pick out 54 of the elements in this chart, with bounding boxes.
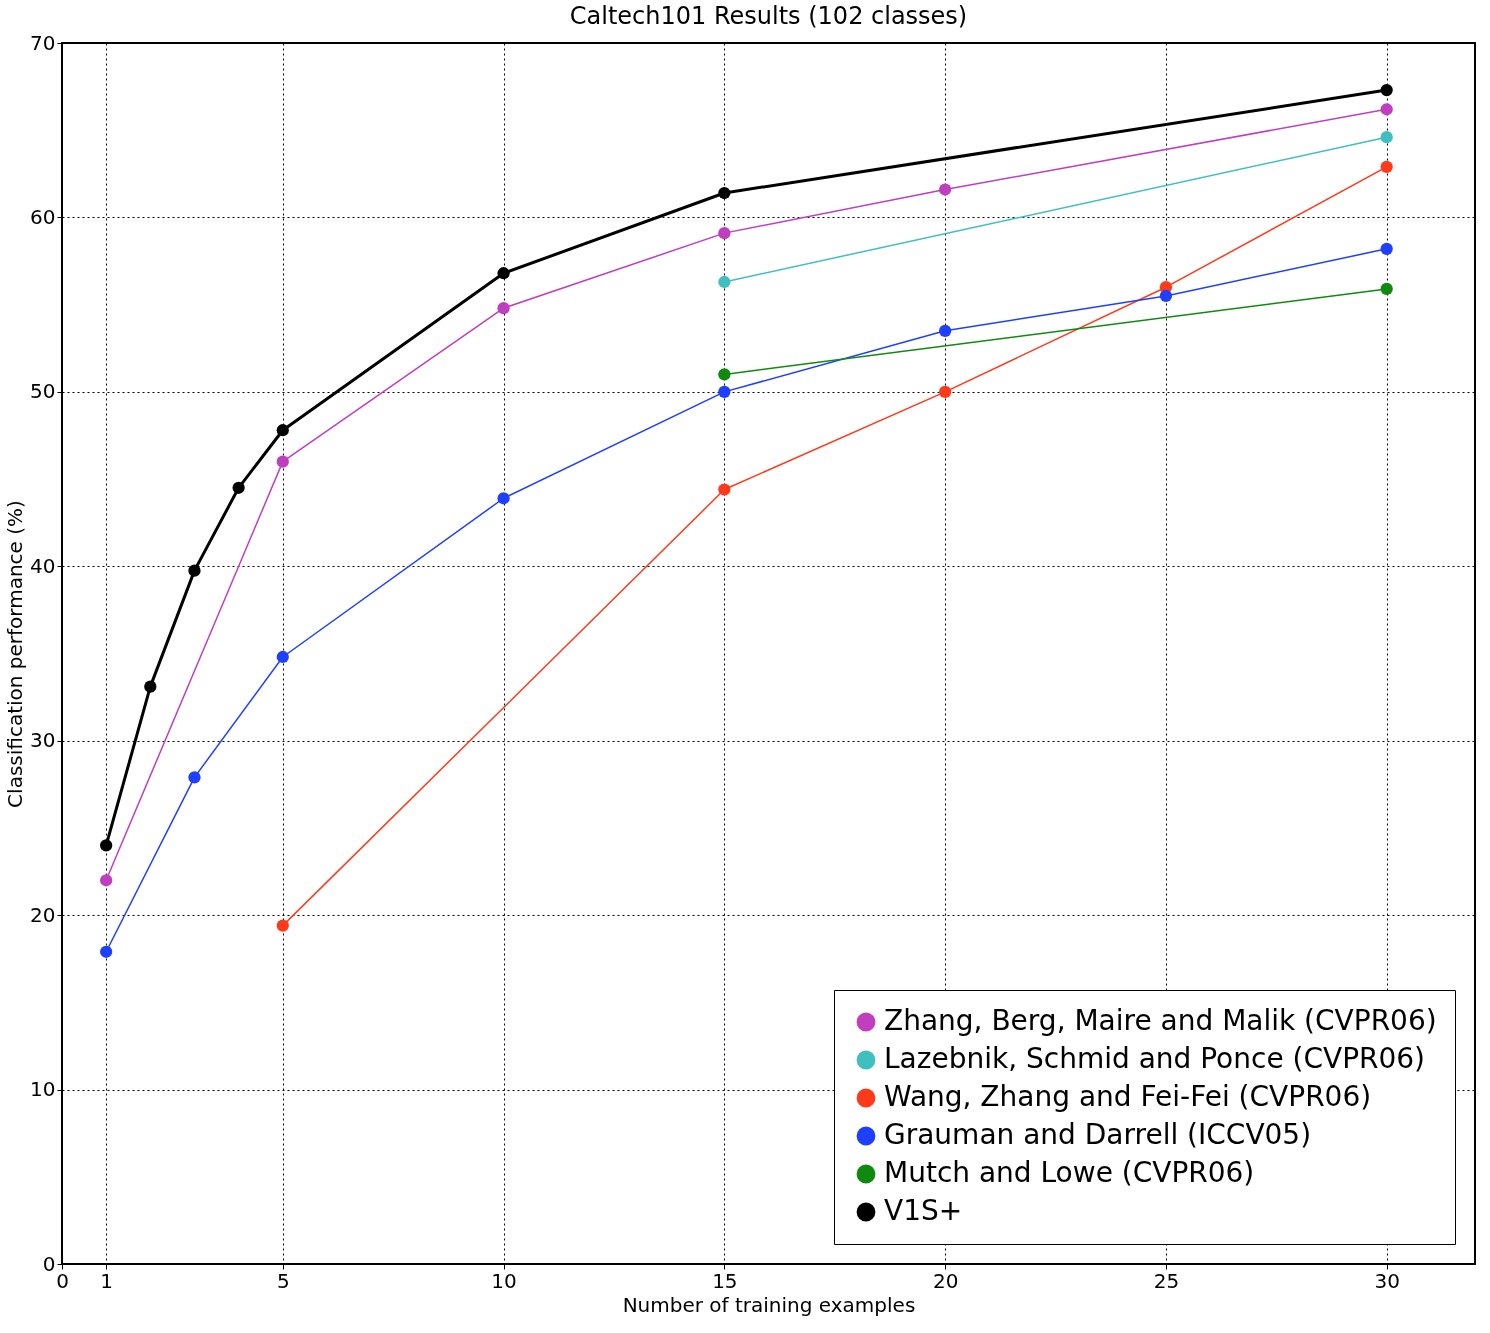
point [1380,103,1393,116]
point [188,771,201,784]
y-tick-label: 40 [30,553,56,578]
point [939,385,952,398]
y-tick-label: 60 [30,204,56,229]
legend-label: Lazebnik, Schmid and Ponce (CVPR06) [884,1042,1426,1075]
y-tick-label: 20 [30,902,56,927]
point [100,945,113,958]
chart-title: Caltech101 Results (102 classes) [569,2,968,30]
y-axis-title: Classification performance (%) [3,500,28,808]
y-tick-label: 30 [30,728,56,753]
point [100,839,113,852]
point [718,368,731,381]
point [718,227,731,240]
legend-label: Zhang, Berg, Maire and Malik (CVPR06) [884,1004,1437,1037]
point [188,564,201,577]
legend-label: Grauman and Darrell (ICCV05) [884,1118,1312,1151]
point [497,492,510,505]
x-tick-label: 20 [932,1268,959,1293]
point [1380,83,1393,97]
point [144,680,157,693]
x-tick-label: 30 [1374,1268,1400,1293]
legend-label: V1S+ [884,1194,963,1227]
point [718,483,731,496]
point [718,275,731,289]
point [276,424,289,437]
x-tick-label: 25 [1153,1268,1180,1293]
point [939,324,952,337]
legend-label: Mutch and Lowe (CVPR06) [884,1156,1255,1189]
x-tick-label: 1 [100,1268,114,1293]
x-axis-title: Number of training examples [622,1292,916,1317]
y-tick-label: 0 [42,1251,56,1276]
point [1380,160,1393,173]
point [497,302,510,315]
x-tick-label: 10 [491,1268,517,1293]
point [939,183,952,196]
legend-label: Wang, Zhang and Fei-Fei (CVPR06) [884,1080,1372,1113]
point [1380,131,1393,144]
point [100,874,113,887]
x-tick-label: 15 [712,1268,738,1293]
point [718,385,731,398]
y-tick-label: 70 [30,30,56,55]
point [1380,242,1393,255]
x-tick-label: 5 [276,1268,290,1293]
point [276,919,289,932]
point [1159,289,1173,303]
point [232,481,245,494]
y-tick-label: 10 [30,1077,56,1102]
point [497,267,510,280]
point [718,186,731,200]
y-tick-label: 50 [30,379,56,404]
point [276,650,289,664]
point [276,455,289,468]
point [1380,282,1393,296]
